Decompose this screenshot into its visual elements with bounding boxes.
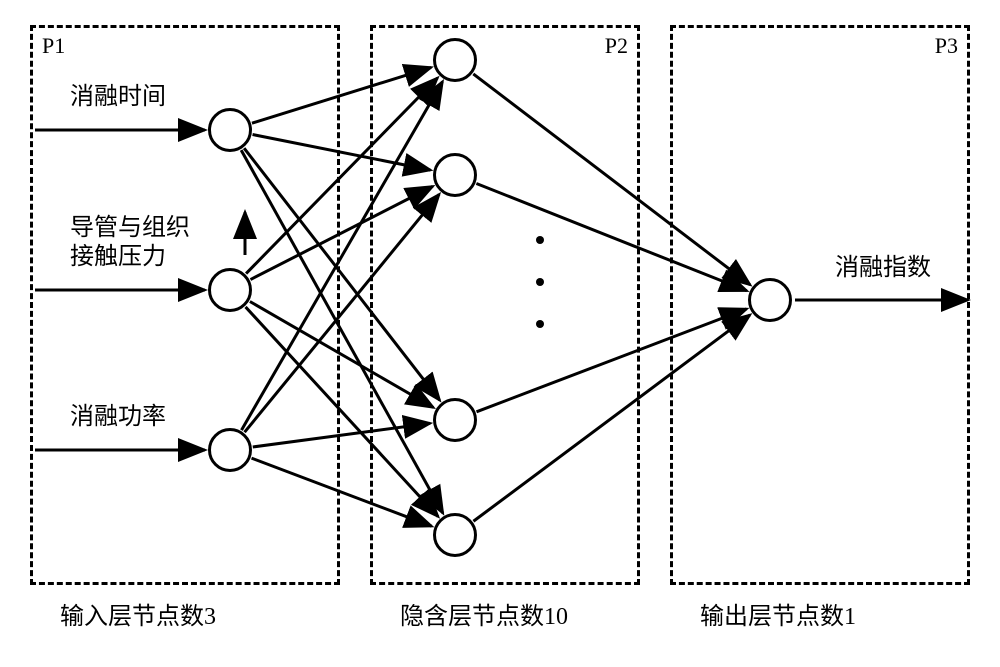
input-label-0: 消融时间 — [70, 83, 166, 112]
input-node-2 — [208, 428, 252, 472]
output-layer-box — [670, 25, 970, 585]
input-label-1: 导管与组织 接触压力 — [70, 214, 190, 272]
ellipsis-dot-1 — [536, 278, 544, 286]
input-layer-id: P1 — [42, 33, 65, 59]
input-layer-caption: 输入层节点数3 — [60, 603, 216, 632]
hidden-node-2 — [433, 398, 477, 442]
output-label-0: 消融指数 — [835, 254, 931, 283]
input-node-1 — [208, 268, 252, 312]
input-label-2: 消融功率 — [70, 403, 166, 432]
ellipsis-dot-0 — [536, 236, 544, 244]
hidden-layer-id: P2 — [605, 33, 628, 59]
diagram-container: { "canvas": { "width": 1000, "height": 6… — [0, 0, 1000, 667]
output-layer-id: P3 — [935, 33, 958, 59]
hidden-node-3 — [433, 513, 477, 557]
hidden-layer-caption: 隐含层节点数10 — [400, 603, 568, 632]
output-node-0 — [748, 278, 792, 322]
hidden-layer-box — [370, 25, 640, 585]
hidden-node-1 — [433, 153, 477, 197]
output-layer-caption: 输出层节点数1 — [700, 603, 856, 632]
ellipsis-dot-2 — [536, 320, 544, 328]
input-node-0 — [208, 108, 252, 152]
hidden-node-0 — [433, 38, 477, 82]
